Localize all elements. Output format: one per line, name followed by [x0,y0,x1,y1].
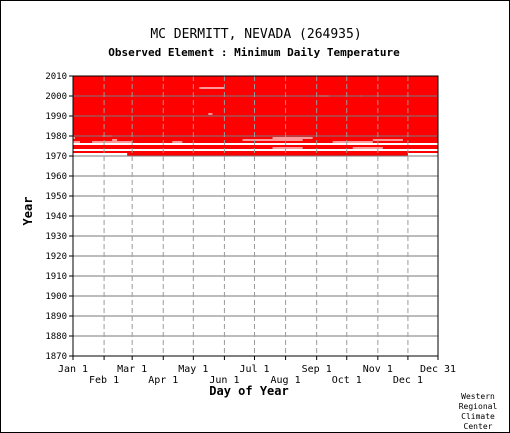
data-block-3 [127,153,408,156]
y-tick-label-1910: 1910 [45,272,67,282]
data-block-2 [73,76,438,143]
observed-data-blocks [73,76,438,156]
missing-gap-0 [73,141,81,143]
chart-title: MC DERMITT, NEVADA (264935) [150,27,361,42]
x-tick-label-4: Sep 1 [302,364,332,375]
x-tick-label-bottom-0: Feb 1 [89,375,119,386]
y-tick-label-2000: 2000 [45,92,67,102]
missing-gap-15 [199,87,225,89]
y-tick-label-1930: 1930 [45,232,67,242]
chart-subtitle: Observed Element : Minimum Daily Tempera… [108,46,400,59]
x-axis-label: Day of Year [209,384,288,398]
missing-gap-8 [272,137,313,139]
y-tick-label-1890: 1890 [45,312,67,322]
y-tick-label-1940: 1940 [45,212,67,222]
y-tick-label-1990: 1990 [45,112,67,122]
y-tick-label-1980: 1980 [45,132,67,142]
missing-gap-3 [73,137,76,139]
y-axis-label: Year [21,197,35,226]
credit-line-1: Regional [459,402,498,411]
x-tick-label-3: Jul 1 [239,364,269,375]
missing-gap-11 [402,143,438,145]
y-tick-label-1950: 1950 [45,192,67,202]
missing-gap-9 [332,141,373,143]
x-tick-label-6: Dec 31 [420,364,456,375]
x-tick-label-1: Mar 1 [117,364,147,375]
missing-gap-12 [272,147,303,149]
y-tick-label-1920: 1920 [45,252,67,262]
y-tick-label-2010: 2010 [45,72,67,82]
x-tick-label-bottom-2: Jun 1 [209,375,239,386]
x-tick-label-bottom-1: Apr 1 [148,375,178,386]
y-tick-label-1900: 1900 [45,292,67,302]
missing-gap-13 [352,147,383,149]
x-tick-label-5: Nov 1 [363,364,393,375]
y-tick-label-1880: 1880 [45,332,67,342]
missing-gap-10 [372,139,403,141]
x-tick-label-bottom-5: Dec 1 [393,375,423,386]
y-tick-label-1960: 1960 [45,172,67,182]
credit-line-0: Western [461,392,495,401]
y-axis-ticks: 2010 2000 1990 1980 1970 1960 1950 1940 1930 1920… [45,72,73,362]
data-block-0 [73,151,438,153]
x-tick-label-2: May 1 [178,364,208,375]
x-tick-label-bottom-3: Aug 1 [271,375,301,386]
x-tick-label-0: Jan 1 [58,364,88,375]
x-tick-label-bottom-4: Oct 1 [332,375,362,386]
x-axis-ticks: Jan 1 Mar 1 May 1 Jul 1 Sep 1 Nov 1 Dec 31 Feb … [58,356,456,386]
missing-gap-14 [208,113,213,115]
missing-gap-7 [242,139,303,141]
missing-gap-1 [92,141,133,143]
credit-line-2: Climate [461,412,495,421]
grid-lines [72,75,439,357]
y-tick-label-1870: 1870 [45,352,67,362]
missing-gap-2 [112,139,118,141]
missing-gap-5 [182,143,273,145]
y-tick-label-1970: 1970 [45,152,67,162]
credit-line-3: Center [464,422,493,431]
missing-gap-6 [172,141,183,143]
data-block-1 [73,145,438,149]
